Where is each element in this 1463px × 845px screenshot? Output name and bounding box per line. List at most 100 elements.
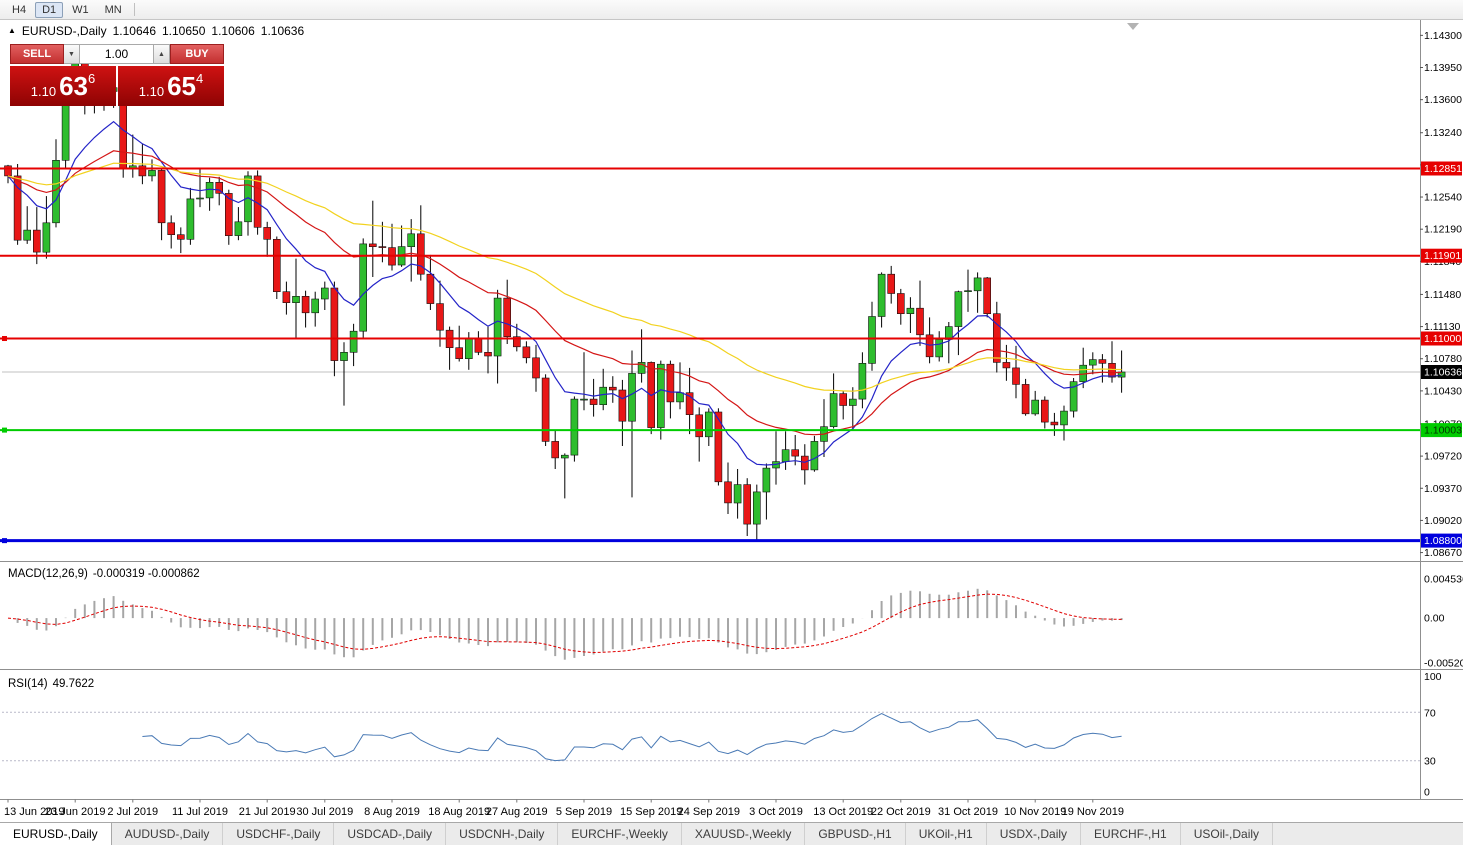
toolbar-separator — [133, 3, 135, 16]
sell-price-base: 1.10 — [30, 83, 57, 99]
rsi-name: RSI(14) — [8, 678, 48, 690]
svg-text:5 Sep 2019: 5 Sep 2019 — [556, 806, 612, 818]
svg-text:11 Jul 2019: 11 Jul 2019 — [172, 806, 228, 818]
svg-text:1.13600: 1.13600 — [1424, 94, 1462, 106]
timeframe-button-w1[interactable]: W1 — [72, 3, 89, 16]
ma-line-50 — [7, 162, 1122, 392]
sell-price-pips: 63 — [59, 71, 88, 101]
macd-values: -0.000319 -0.000862 — [92, 568, 200, 580]
tab-usdx-daily[interactable]: USDX-,Daily — [987, 823, 1082, 845]
svg-text:1.10780: 1.10780 — [1424, 353, 1462, 365]
svg-text:0: 0 — [1424, 787, 1430, 799]
svg-text:1.13240: 1.13240 — [1424, 127, 1462, 139]
tab-usdchf-daily[interactable]: USDCHF-,Daily — [223, 823, 335, 845]
svg-text:-0.0052050: -0.0052050 — [1424, 658, 1463, 670]
hline-handle — [2, 336, 7, 342]
macd-panel: 0.0045360 0.00 -0.0052050 — [7, 574, 1463, 670]
tab-gbpusd-h1[interactable]: GBPUSD-,H1 — [805, 823, 906, 845]
svg-text:15 Sep 2019: 15 Sep 2019 — [620, 806, 682, 818]
svg-text:1.12190: 1.12190 — [1424, 224, 1462, 236]
svg-text:23 Jun 2019: 23 Jun 2019 — [45, 806, 106, 818]
ohlc-high: 1.10650 — [162, 24, 206, 38]
price-badge: 1.10636 — [1421, 365, 1462, 379]
hline-handle — [2, 427, 7, 433]
svg-text:70: 70 — [1424, 707, 1436, 719]
svg-text:1.08670: 1.08670 — [1424, 547, 1462, 559]
timeframe-toolbar: H4 D1 W1 MN — [0, 0, 1463, 20]
ohlc-close: 1.10636 — [260, 24, 305, 38]
svg-text:30: 30 — [1424, 756, 1436, 768]
buy-price-display[interactable]: 1.10 65 4 — [118, 66, 224, 106]
svg-text:30 Jul 2019: 30 Jul 2019 — [296, 806, 353, 818]
tab-eurchf-weekly[interactable]: EURCHF-,Weekly — [558, 823, 682, 845]
hline-layer[interactable] — [0, 167, 1420, 544]
svg-text:1.09720: 1.09720 — [1424, 451, 1462, 463]
price-badge: 1.10003 — [1421, 423, 1462, 438]
tab-audusd-daily[interactable]: AUDUSD-,Daily — [112, 823, 224, 845]
svg-text:1.11000: 1.11000 — [1424, 333, 1461, 345]
tab-usoil-daily[interactable]: USOil-,Daily — [1181, 823, 1274, 845]
svg-text:13 Oct 2019: 13 Oct 2019 — [813, 806, 873, 818]
timeframe-button-mn[interactable]: MN — [104, 3, 122, 16]
svg-text:10 Nov 2019: 10 Nov 2019 — [1004, 806, 1066, 818]
svg-text:1.13950: 1.13950 — [1424, 62, 1462, 74]
price-badge: 1.12851 — [1421, 161, 1462, 176]
rsi-line — [142, 713, 1122, 762]
timeframe-button-h4[interactable]: H4 — [12, 3, 27, 16]
buy-button[interactable]: BUY — [170, 44, 224, 64]
sell-button[interactable]: SELL — [10, 44, 64, 64]
svg-text:1.11901: 1.11901 — [1424, 250, 1461, 262]
svg-text:1.14300: 1.14300 — [1424, 30, 1462, 42]
buy-price-point: 4 — [196, 71, 204, 86]
tab-usdcad-daily[interactable]: USDCAD-,Daily — [334, 823, 447, 845]
svg-text:1.09370: 1.09370 — [1424, 483, 1462, 495]
rsi-value: 49.7622 — [52, 678, 95, 690]
svg-text:3 Oct 2019: 3 Oct 2019 — [749, 806, 803, 818]
one-click-trading-panel: SELL ▼ ▲ BUY 1.10 63 6 1.10 65 4 — [10, 44, 224, 106]
volume-decrease-button[interactable]: ▼ — [64, 44, 80, 64]
chart-tab-bar: EURUSD-,Daily AUDUSD-,Daily USDCHF-,Daily U… — [0, 822, 1463, 845]
rsi-panel: 100 70 30 0 — [2, 671, 1442, 799]
svg-text:31 Oct 2019: 31 Oct 2019 — [938, 806, 998, 818]
price-scale[interactable]: 1.143001.139501.136001.132401.128901.125… — [1420, 30, 1462, 559]
tab-ukoil-h1[interactable]: UKOil-,H1 — [906, 823, 987, 845]
symbol-marker-icon: ▲ — [8, 26, 16, 35]
volume-increase-button[interactable]: ▲ — [154, 44, 170, 64]
svg-text:24 Sep 2019: 24 Sep 2019 — [678, 806, 740, 818]
svg-text:18 Aug 2019: 18 Aug 2019 — [428, 806, 490, 818]
price-badge: 1.11901 — [1421, 248, 1462, 263]
chart-shift-marker-icon[interactable] — [1127, 23, 1139, 30]
svg-text:1.10636: 1.10636 — [1424, 367, 1462, 379]
volume-input[interactable] — [80, 44, 154, 64]
chart-title: ▲ EURUSD-,Daily 1.10646 1.10650 1.10606 … — [8, 24, 304, 38]
svg-text:1.12540: 1.12540 — [1424, 192, 1462, 204]
svg-text:1.12851: 1.12851 — [1424, 163, 1462, 175]
buy-price-base: 1.10 — [138, 83, 165, 99]
tab-xauusd-weekly[interactable]: XAUUSD-,Weekly — [682, 823, 806, 845]
svg-text:8 Aug 2019: 8 Aug 2019 — [364, 806, 420, 818]
tab-eurusd-daily[interactable]: EURUSD-,Daily — [0, 823, 112, 845]
macd-name: MACD(12,26,9) — [8, 568, 88, 580]
svg-text:1.11480: 1.11480 — [1424, 289, 1461, 301]
buy-price-pips: 65 — [167, 71, 196, 101]
price-badge: 1.11000 — [1421, 331, 1462, 346]
timeframe-button-group: H4 D1 W1 MN — [5, 1, 129, 18]
svg-text:0.00: 0.00 — [1424, 613, 1445, 625]
sell-price-display[interactable]: 1.10 63 6 — [10, 66, 116, 106]
tab-usdcnh-daily[interactable]: USDCNH-,Daily — [446, 823, 559, 845]
timeframe-button-d1[interactable]: D1 — [35, 1, 64, 18]
svg-text:19 Nov 2019: 19 Nov 2019 — [1062, 806, 1124, 818]
chart-title-symbol: EURUSD-,Daily — [21, 24, 107, 38]
macd-signal-line — [7, 593, 1122, 654]
tab-eurchf-h1[interactable]: EURCHF-,H1 — [1081, 823, 1181, 845]
svg-text:100: 100 — [1424, 671, 1442, 683]
price-badge: 1.08800 — [1421, 533, 1462, 548]
svg-text:13 Jun 2019: 13 Jun 2019 — [4, 806, 65, 818]
ma-line-25 — [7, 150, 1122, 436]
svg-text:1.11130: 1.11130 — [1424, 321, 1461, 333]
hline-handle — [2, 538, 7, 544]
sell-price-point: 6 — [88, 71, 96, 86]
ohlc-low: 1.10606 — [211, 24, 255, 38]
